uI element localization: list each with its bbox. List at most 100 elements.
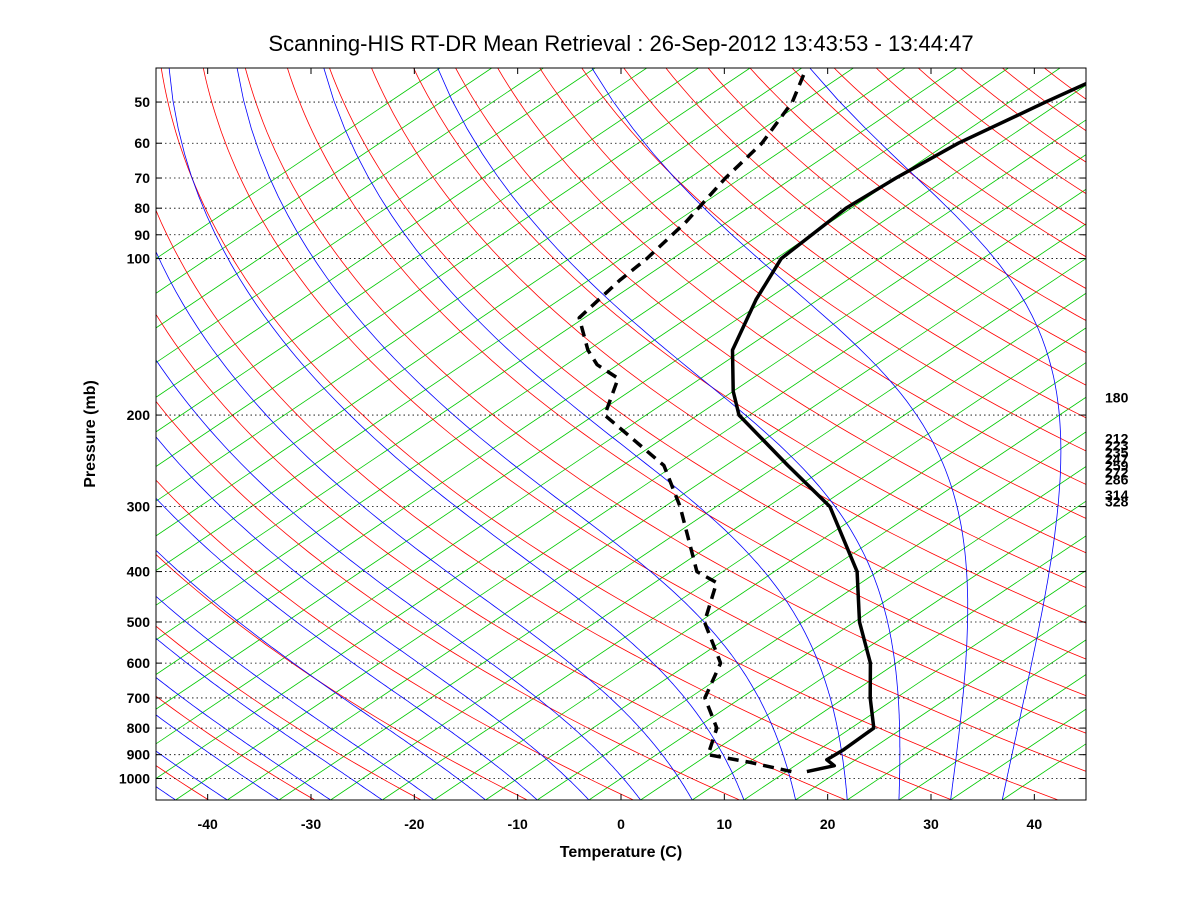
moist-adiabat-line [156,676,331,800]
dry-adiabat-line [160,68,1059,800]
y-tick-label: 1000 [119,770,150,786]
dry-adiabat-line [244,68,1086,734]
isotherm-line [537,431,1086,800]
x-tick-label: 0 [617,816,625,832]
y-tick-label: 500 [127,614,151,630]
isotherm-line [156,68,751,468]
isotherm-line [156,68,957,606]
dry-adiabat-line [581,68,1086,452]
dry-adiabat-line [329,68,1086,660]
x-tick-label: -30 [301,816,321,832]
dry-adiabat-line [202,68,1086,772]
isotherm-line [847,639,1086,800]
moist-adiabat-line [809,68,1062,800]
dry-adiabat-line [833,68,1086,258]
dry-adiabat-line [287,68,1086,697]
x-tick-label: -10 [508,816,528,832]
isotherm-line [898,674,1086,800]
profile-series [577,72,1086,774]
y-tick-label: 400 [127,564,151,580]
dry-adiabat-line [497,68,1086,519]
isotherm-line [156,68,596,364]
moist-adiabat-lines [156,68,1062,800]
dry-adiabat-line [791,68,1086,289]
moist-adiabat-line [156,595,435,800]
isotherm-line [640,500,1086,800]
dry-adiabat-line [875,68,1086,226]
dewpoint-profile-line [577,72,806,774]
isotherm-line [382,327,1086,800]
moist-adiabat-line [156,250,693,800]
dry-adiabat-line [623,68,1086,419]
moist-adiabat-line [156,750,228,800]
moist-adiabat-line [156,436,590,800]
x-tick-label: -40 [198,816,218,832]
moist-adiabat-line [437,68,901,800]
dry-adiabat-line [539,68,1086,485]
chart-title: Scanning-HIS RT-DR Mean Retrieval : 26-S… [268,31,973,56]
y-tick-label: 90 [134,227,150,243]
right-label: 180 [1105,389,1129,405]
x-axis-label: Temperature (C) [560,844,682,861]
dry-adiabat-line [371,68,1086,624]
moist-adiabat-line [168,68,745,800]
x-axis-ticks: -40 -30 -20 -10 0 10 20 30 40 [198,68,1043,832]
isotherm-line [156,68,906,571]
isotherm-line [156,154,1086,779]
y-tick-label: 60 [134,135,150,151]
isotherm-line [743,570,1086,800]
y-tick-label: 600 [127,655,151,671]
moist-adiabat-line [323,68,848,800]
moist-adiabat-line [156,497,538,800]
y-axis-label: Pressure (mb) [82,380,99,488]
isotherm-line [175,188,1086,800]
right-label: 235 [1105,444,1129,460]
isotherm-line [588,466,1086,800]
temperature-profile-line [730,81,1086,774]
isotherm-line [227,223,1086,800]
dry-adiabat-line [749,68,1086,321]
isotherm-line [795,604,1086,800]
dry-adiabat-line [413,68,1086,588]
y-tick-label: 800 [127,720,151,736]
plot-area [156,68,1086,800]
isotherm-line [156,68,1009,641]
right-label: 223 [1105,438,1129,454]
y-tick-label: 100 [127,251,151,267]
dry-adiabat-line [156,400,740,800]
dry-adiabat-line [707,68,1086,354]
isotherm-line [156,68,802,502]
y-tick-label: 900 [127,747,151,763]
dry-adiabat-line [917,68,1086,195]
isotherm-line [278,258,1086,800]
right-label: 286 [1105,471,1129,487]
dry-adiabat-line [156,479,634,800]
y-tick-label: 700 [127,690,151,706]
moist-adiabat-line [591,68,969,800]
isotherm-line [156,119,1086,745]
x-tick-label: 40 [1027,816,1043,832]
moist-adiabat-line [156,549,486,800]
moist-adiabat-line [156,714,280,800]
x-tick-label: 10 [717,816,733,832]
y-axis-ticks: 50 60 70 80 90 100 200 300 400 500 600 700 800 900 100… [119,94,1086,786]
x-tick-label: 20 [820,816,836,832]
right-label: 314 [1105,487,1129,503]
isotherm-line [156,68,647,398]
isotherm-line [156,68,492,294]
dry-adiabat-lines [156,68,1086,800]
right-label: 259 [1105,457,1129,473]
isotherm-line [156,68,699,433]
right-label: 212 [1105,431,1129,447]
x-tick-label: 30 [923,816,939,832]
isotherm-line [156,68,441,260]
dry-adiabat-line [156,209,953,800]
right-label: 328 [1105,493,1129,509]
isotherm-line [156,68,854,537]
right-label: 247 [1105,451,1129,467]
right-label: 272 [1105,465,1129,481]
dry-adiabat-line [156,625,422,800]
isotherm-line [692,535,1086,800]
